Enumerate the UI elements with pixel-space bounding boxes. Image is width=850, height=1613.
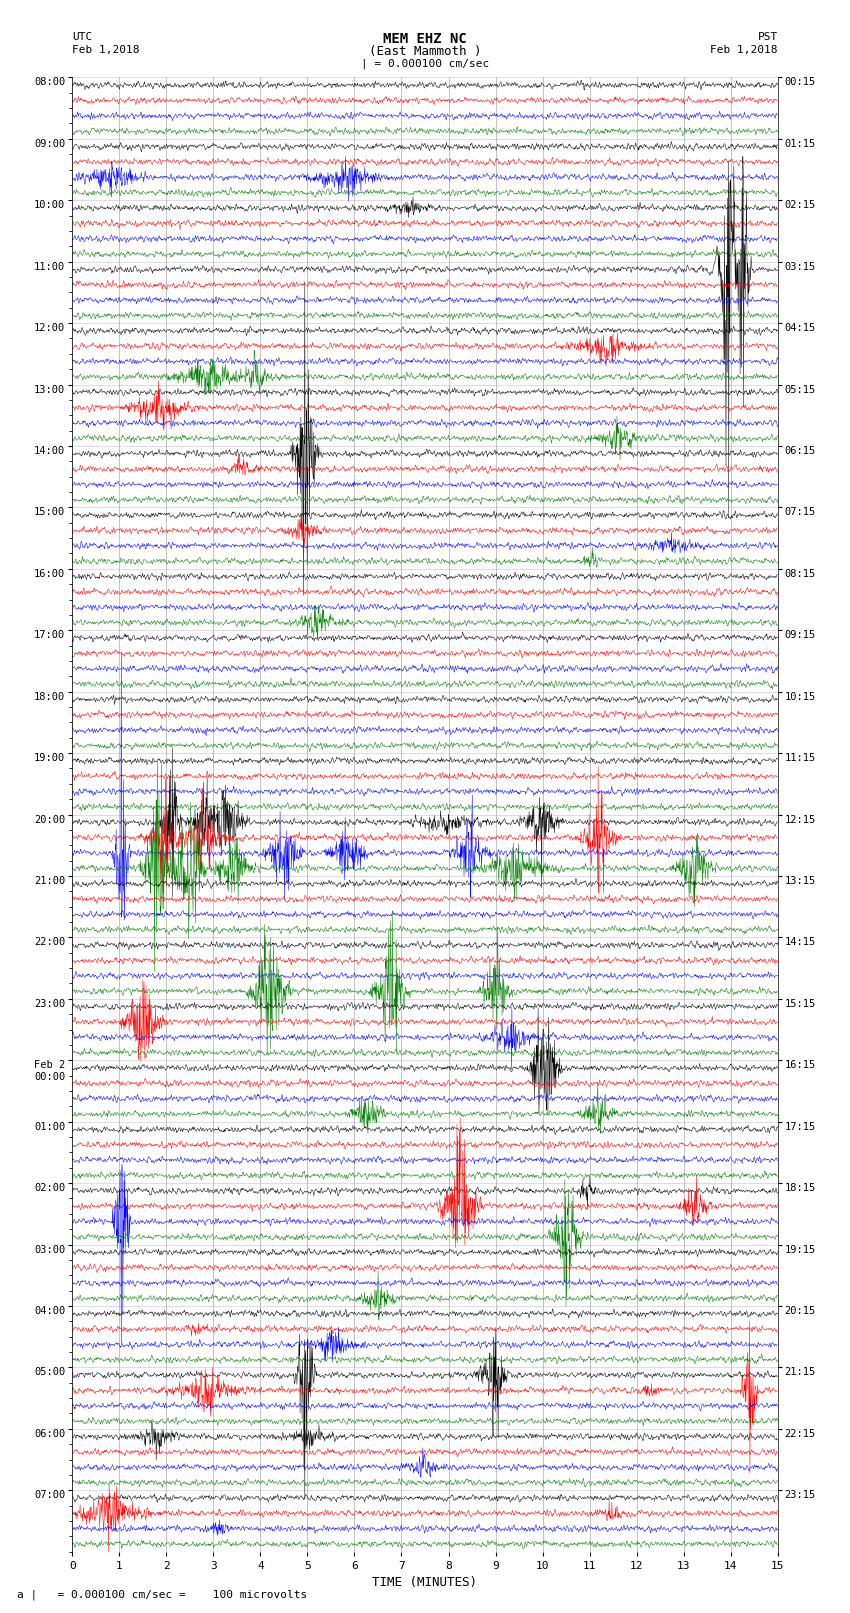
Text: Feb 1,2018: Feb 1,2018 [72,45,139,55]
Text: | = 0.000100 cm/sec: | = 0.000100 cm/sec [361,58,489,69]
Text: UTC: UTC [72,32,93,42]
Text: Feb 1,2018: Feb 1,2018 [711,45,778,55]
Text: MEM EHZ NC: MEM EHZ NC [383,32,467,47]
Text: PST: PST [757,32,778,42]
Text: a |   = 0.000100 cm/sec =    100 microvolts: a | = 0.000100 cm/sec = 100 microvolts [17,1589,307,1600]
X-axis label: TIME (MINUTES): TIME (MINUTES) [372,1576,478,1589]
Text: (East Mammoth ): (East Mammoth ) [369,45,481,58]
